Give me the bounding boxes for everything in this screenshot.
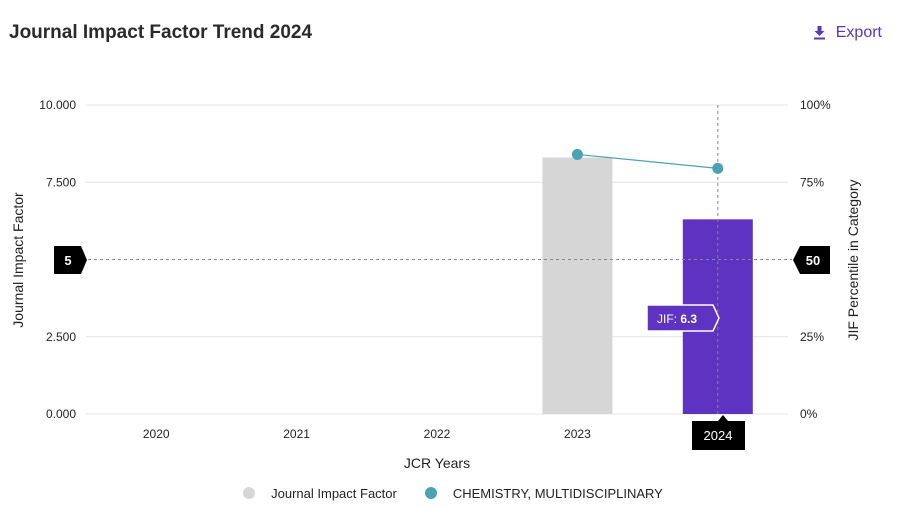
x-tick-label: 2021 (283, 427, 310, 441)
x-axis-title: JCR Years (404, 455, 470, 471)
download-icon (813, 26, 825, 40)
tooltip-box (646, 304, 720, 332)
y-tick-label: 7.500 (46, 175, 76, 189)
series-point-category (571, 148, 583, 160)
crosshair-right-badge (793, 246, 830, 274)
bar-2023 (542, 157, 613, 414)
export-button[interactable]: Export (813, 24, 882, 42)
y-tick-label: 2.500 (46, 330, 76, 344)
y2-axis-title: JIF Percentile in Category (845, 179, 861, 340)
legend-item-jif[interactable]: Journal Impact Factor (243, 486, 397, 501)
y-axis-title: Journal Impact Factor (10, 192, 26, 328)
y-tick-label: 0.000 (46, 407, 76, 421)
chart-header: Journal Impact Factor Trend 2024 Export (0, 0, 906, 70)
crosshair-x-badge (692, 415, 745, 450)
legend-item-category[interactable]: CHEMISTRY, MULTIDISCIPLINARY (424, 485, 663, 501)
crosshair-left-badge (54, 246, 87, 274)
legend-swatch-jif (243, 487, 256, 499)
chart-title: Journal Impact Factor Trend 2024 (9, 22, 313, 43)
x-tick-label: 2022 (424, 427, 451, 441)
x-tick-label: 2020 (143, 427, 170, 441)
crosshair-right-label: 50 (806, 253, 820, 268)
series-line-category (577, 153, 718, 169)
y2-tick-label: 100% (800, 98, 831, 112)
x-tick-label: 2023 (564, 427, 591, 441)
crosshair-x-label: 2024 (704, 428, 733, 443)
y2-tick-label: 75% (800, 175, 824, 189)
chart-legend: Journal Impact Factor CHEMISTRY, MULTIDI… (0, 481, 906, 505)
legend-label-jif: Journal Impact Factor (271, 485, 397, 501)
legend-swatch-category (424, 487, 437, 499)
export-label: Export (835, 24, 882, 41)
tooltip-prefix: JIF: (657, 312, 680, 326)
tooltip-value: 6.3 (680, 312, 697, 326)
y2-tick-label: 25% (800, 330, 824, 344)
y-tick-label: 10.000 (39, 98, 76, 112)
tooltip-text: JIF: 6.3 (657, 312, 697, 326)
crosshair-left-label: 5 (64, 253, 71, 268)
y2-tick-label: 0% (800, 407, 818, 421)
legend-label-category: CHEMISTRY, MULTIDISCIPLINARY (452, 485, 663, 501)
series-point-category (712, 162, 724, 174)
